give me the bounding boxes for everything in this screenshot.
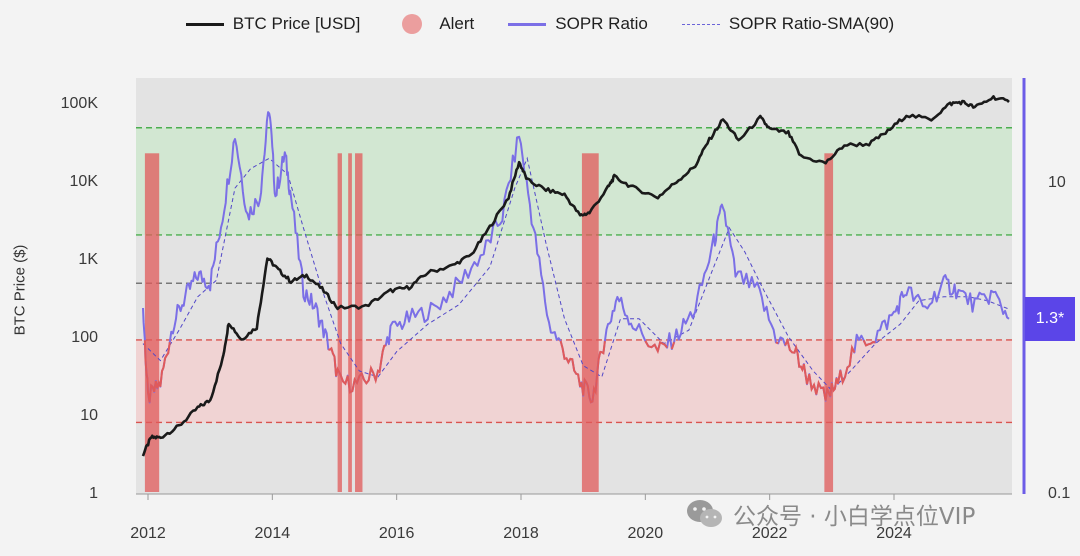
legend-label-alert: Alert xyxy=(439,14,475,33)
legend-item-sopr[interactable]: SOPR Ratio xyxy=(508,14,648,34)
legend-swatch-alert xyxy=(402,14,423,34)
legend-item-alert[interactable]: Alert xyxy=(394,14,474,34)
grid-layer xyxy=(136,127,1012,424)
alert-bar-2 xyxy=(348,153,352,493)
alert-bar-1 xyxy=(337,153,342,493)
x-tick-label: 2018 xyxy=(503,525,539,542)
alert-bar-5 xyxy=(824,153,834,493)
x-tick-label: 2012 xyxy=(130,525,166,542)
axis-layer: 2012 2014 2016 2018 2020 2022 2024 1 10 100 1K 10K 1… xyxy=(61,78,1070,542)
x-tick-label: 2014 xyxy=(255,525,291,542)
sopr-low-segment xyxy=(559,340,606,404)
chart-legend: BTC Price [USD] Alert SOPR Ratio SOPR Ra… xyxy=(0,8,1080,40)
sopr-low-segment xyxy=(784,337,856,401)
sopr-sma-line xyxy=(142,156,1010,392)
sopr-low-segment xyxy=(775,341,779,345)
y-left-tick-label: 10K xyxy=(70,173,99,190)
y-left-tick-label: 1 xyxy=(89,485,98,502)
sopr-low-segment xyxy=(862,339,876,347)
x-tick-label: 2016 xyxy=(379,525,415,542)
watermark-text: 公众号 · 小白学点位VIP xyxy=(733,504,976,530)
legend-label-sopr: SOPR Ratio xyxy=(555,14,648,33)
x-tick-label: 2024 xyxy=(876,525,912,542)
x-tick-label: 2020 xyxy=(628,525,664,542)
y-right-tick-label: 10 xyxy=(1048,174,1066,191)
legend-swatch-sopr xyxy=(508,22,547,26)
x-tick-label: 2022 xyxy=(752,525,788,542)
sopr-low-segment xyxy=(328,344,387,394)
legend-item-sopr-sma[interactable]: SOPR Ratio-SMA(90) xyxy=(681,14,895,34)
legend-swatch-sopr-sma xyxy=(681,23,720,25)
legend-label-btc-price: BTC Price [USD] xyxy=(232,14,361,33)
sopr-low-segment xyxy=(670,341,676,350)
series-layer xyxy=(141,95,1010,457)
band-upper-zone xyxy=(136,127,1012,235)
wechat-icon xyxy=(687,500,722,527)
bands-layer xyxy=(136,127,1012,423)
btc-price-line xyxy=(141,95,1010,457)
y-left-tick-label: 1K xyxy=(78,251,98,268)
y-right-tick-label: 0.1 xyxy=(1048,485,1070,502)
alert-bar-3 xyxy=(355,153,363,493)
current-value-badge: 1.3* xyxy=(1025,297,1075,341)
y-axis-title: BTC Price ($) xyxy=(11,244,29,336)
band-lower-zone xyxy=(136,339,1012,423)
legend-swatch-btc xyxy=(185,22,224,26)
sopr-low-segment xyxy=(644,340,668,355)
y-left-tick-label: 100 xyxy=(71,329,98,346)
y-left-tick-label: 10 xyxy=(80,407,98,424)
sopr-low-segment xyxy=(143,340,171,403)
alert-layer xyxy=(144,153,834,493)
y-left-tick-label: 100K xyxy=(61,95,99,112)
watermark: 公众号 · 小白学点位VIP xyxy=(685,494,975,534)
alert-bar-0 xyxy=(144,153,160,493)
alert-bar-4 xyxy=(581,153,599,493)
legend-label-sopr-sma: SOPR Ratio-SMA(90) xyxy=(728,14,895,33)
legend-item-btc-price[interactable]: BTC Price [USD] xyxy=(185,14,361,34)
